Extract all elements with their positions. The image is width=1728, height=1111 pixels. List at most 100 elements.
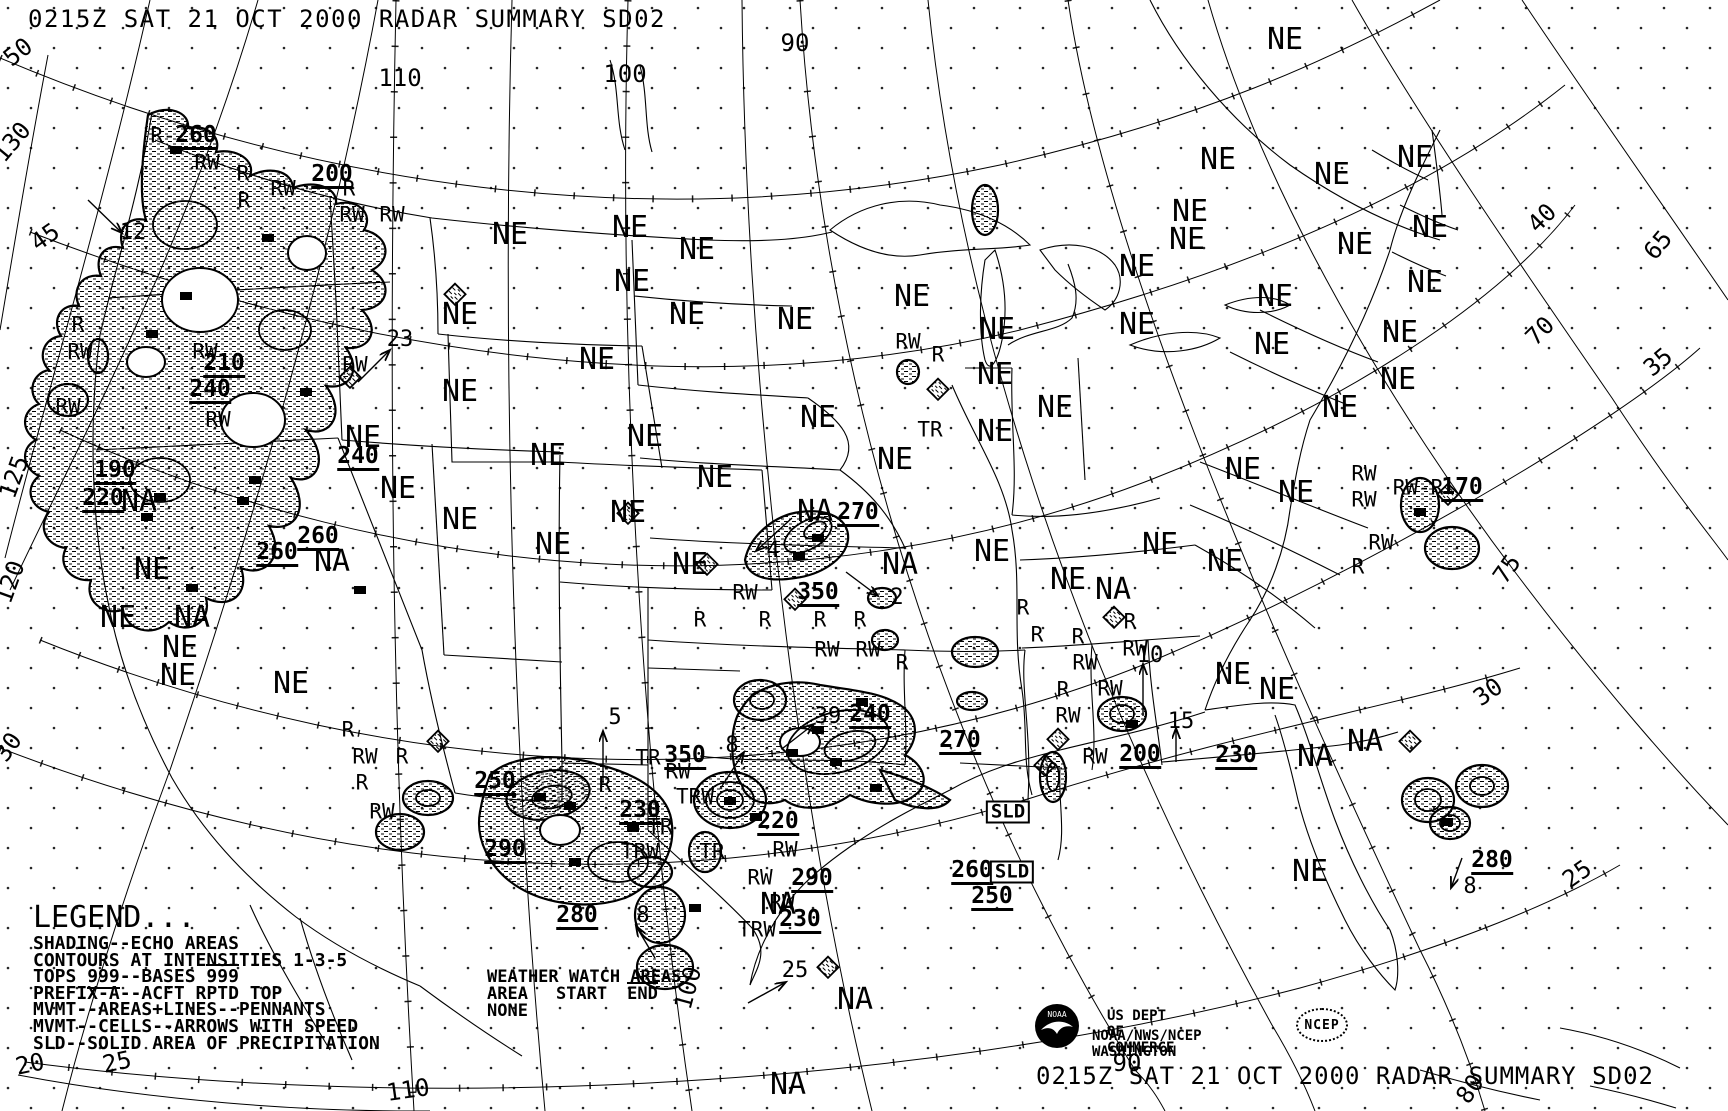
echo-top-label: 290 — [484, 836, 526, 864]
watch-col-area: AREA — [487, 984, 528, 1004]
echo-status-label: NE — [1411, 210, 1449, 245]
echo-status-label: NE — [1118, 307, 1156, 342]
legend-tops-text: TOPS — [33, 966, 88, 988]
echo-status-label: NE — [1396, 140, 1434, 175]
echo-status-label: NE — [1168, 222, 1206, 257]
echo-top-label: 230 — [619, 797, 661, 825]
precip-type-label: R — [931, 342, 945, 367]
precip-type-label: RW — [55, 394, 81, 419]
echo-status-label: NE — [671, 547, 709, 582]
echo-status-label: NE — [973, 534, 1011, 569]
precip-type-label: R — [71, 312, 85, 337]
precip-type-label: RW — [1351, 487, 1377, 512]
echo-top-label: 190 — [94, 457, 136, 485]
echo-status-label: NA — [313, 544, 351, 579]
echo-status-label: NE — [1277, 475, 1315, 510]
echo-top-label: 290 — [791, 865, 833, 893]
legend-bases-text: --BASES — [119, 966, 207, 988]
echo-status-label: NE — [578, 342, 616, 377]
legend-line-tops-bases: TOPS 999--BASES 999 — [33, 964, 380, 990]
precip-type-label: R — [341, 717, 355, 742]
movement-speed-label: 25 — [781, 958, 809, 983]
echo-status-label: NE — [1381, 315, 1419, 350]
isolated-echoes — [338, 282, 1460, 980]
legend-heading: LEGEND... — [33, 900, 196, 935]
precip-type-label: RW — [205, 407, 231, 432]
precip-type-label: RW — [379, 202, 405, 227]
echo-status-label: NE — [1258, 672, 1296, 707]
precip-type-label: R — [895, 650, 909, 675]
graticule-label: 100 — [603, 60, 647, 88]
echo-status-label: NE — [529, 438, 567, 473]
precip-type-label: RW-R — [1392, 475, 1444, 500]
precip-type-label: R — [1351, 554, 1365, 579]
sld-label: SLD — [985, 800, 1031, 824]
echo-status-label: NA — [796, 494, 834, 529]
movement-speed-label: 5 — [608, 705, 622, 730]
graticule-label: 90 — [1112, 1049, 1142, 1077]
echo-status-label: NA — [769, 1067, 807, 1102]
echo-status-label: NA — [120, 484, 158, 519]
echo-status-label: NE — [441, 297, 479, 332]
noaa-nws-ncep-text: NOAA/NWS/NCEP WASHINGTON — [1092, 1028, 1202, 1060]
movement-speed-label: 8 — [1463, 874, 1477, 899]
precip-type-label: RW — [747, 865, 773, 890]
echo-status-label: NE — [626, 419, 664, 454]
movement-speed-label: 15 — [1167, 709, 1195, 734]
echo-status-label: NA — [1296, 739, 1334, 774]
echo-status-label: NE — [976, 414, 1014, 449]
product-title-top: 0215Z SAT 21 OCT 2000 RADAR SUMMARY SD02 — [28, 5, 666, 33]
precip-type-label: RW — [1097, 676, 1123, 701]
precip-type-label: R — [395, 744, 409, 769]
echo-status-label: NE — [1379, 362, 1417, 397]
legend-line-prefix: PREFIX-A--ACFT RPTD TOP — [33, 982, 283, 1004]
echo-status-label: NE — [1321, 390, 1359, 425]
svg-text:NOAA: NOAA — [1047, 1010, 1066, 1019]
echo-top-label: 260 — [256, 539, 298, 567]
echo-status-label: NA — [881, 547, 919, 582]
echo-status-label: NE — [1206, 544, 1244, 579]
echo-top-label: 210 — [203, 350, 245, 378]
precip-type-label: R — [758, 607, 772, 632]
echo-top-label: 240 — [189, 376, 231, 404]
echo-status-label: NE — [609, 495, 647, 530]
echo-holes — [126, 235, 821, 846]
watch-status: NONE — [487, 1001, 528, 1021]
echo-status-label: NE — [1224, 452, 1262, 487]
movement-speed-label: 8 — [725, 733, 739, 758]
legend-line-mvmt-cells: MVMT--CELLS--ARROWS WITH SPEED — [33, 1015, 359, 1037]
echo-top-label: 230 — [779, 906, 821, 934]
legend-bases-value: 999 — [206, 964, 239, 988]
legend-line-sld: SLD--SOLID AREA OF PRECIPITATION — [33, 1032, 380, 1054]
echo-status-label: NE — [678, 232, 716, 267]
echo-status-label: NE — [668, 297, 706, 332]
echo-top-label: 260 — [297, 523, 339, 551]
echo-status-label: NE — [344, 420, 382, 455]
echo-status-label: NE — [441, 374, 479, 409]
watch-columns: AREA START END — [487, 982, 681, 1004]
echo-top-label: 280 — [1471, 847, 1513, 875]
echo-status-label: NE — [1253, 327, 1291, 362]
echo-status-label: NE — [1118, 249, 1156, 284]
movement-speed-label: 12 — [119, 220, 147, 245]
graticule-label: 90 — [780, 29, 810, 57]
movement-arrow — [636, 926, 656, 959]
echo-status-label: NE — [1406, 265, 1444, 300]
echo-status-label: NE — [441, 502, 479, 537]
echo-status-label: NE — [379, 471, 417, 506]
echo-top-label: 250 — [474, 768, 516, 796]
echo-status-label: NA — [1094, 572, 1132, 607]
echo-top-label: 200 — [1119, 741, 1161, 769]
movement-arrow — [1451, 857, 1463, 888]
precip-type-label: RW — [369, 799, 395, 824]
precip-type-label: TRW — [738, 917, 776, 942]
precip-type-label: RW — [270, 176, 296, 201]
echo-status-label: NE — [799, 400, 837, 435]
precip-type-label: TRW — [621, 839, 659, 864]
precip-type-label: RW — [1368, 530, 1394, 555]
watch-title: WEATHER WATCH AREAS — [487, 967, 682, 987]
echo-status-label: NE — [1313, 157, 1351, 192]
echo-top-label: 250 — [971, 883, 1013, 911]
echo-status-label: NE — [1199, 142, 1237, 177]
